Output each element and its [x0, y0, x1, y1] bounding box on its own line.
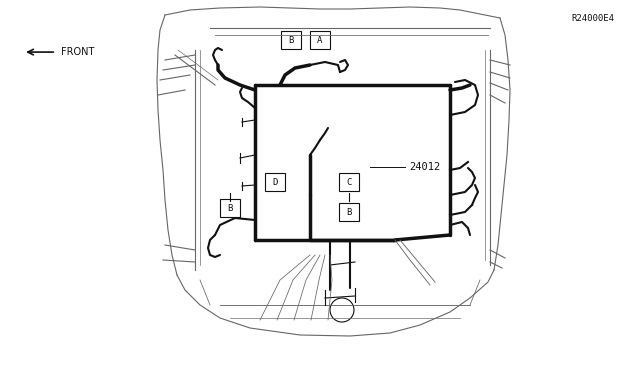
FancyBboxPatch shape — [265, 173, 285, 191]
Text: A: A — [317, 36, 323, 45]
FancyBboxPatch shape — [339, 203, 359, 221]
FancyBboxPatch shape — [220, 199, 241, 217]
FancyBboxPatch shape — [281, 31, 301, 49]
Text: R24000E4: R24000E4 — [572, 14, 614, 23]
Text: C: C — [346, 178, 351, 187]
Text: B: B — [289, 36, 294, 45]
Text: B: B — [228, 204, 233, 213]
Text: D: D — [273, 178, 278, 187]
Text: 24012: 24012 — [410, 163, 441, 172]
FancyBboxPatch shape — [310, 31, 330, 49]
Text: FRONT: FRONT — [61, 47, 95, 57]
Text: B: B — [346, 208, 351, 217]
FancyBboxPatch shape — [339, 173, 359, 191]
